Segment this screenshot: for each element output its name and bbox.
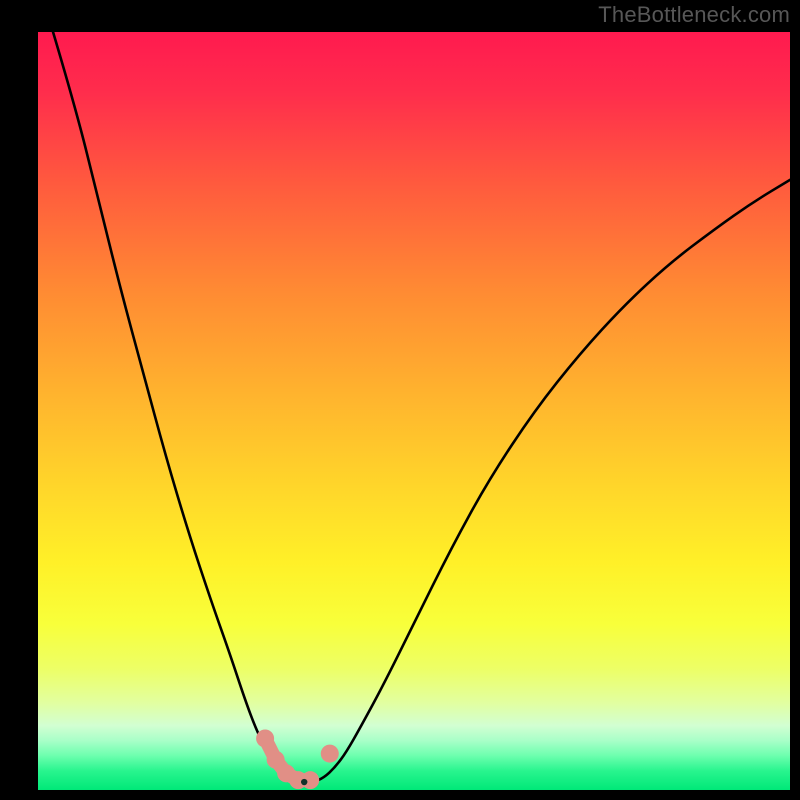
plot-area <box>38 32 790 790</box>
scatter-point <box>256 729 274 747</box>
chart-svg <box>38 32 790 790</box>
scatter-point <box>321 745 339 763</box>
curve-minimum-dot <box>301 779 307 785</box>
chart-frame: TheBottleneck.com <box>0 0 800 800</box>
watermark-label: TheBottleneck.com <box>598 2 790 28</box>
gradient-background <box>38 32 790 790</box>
